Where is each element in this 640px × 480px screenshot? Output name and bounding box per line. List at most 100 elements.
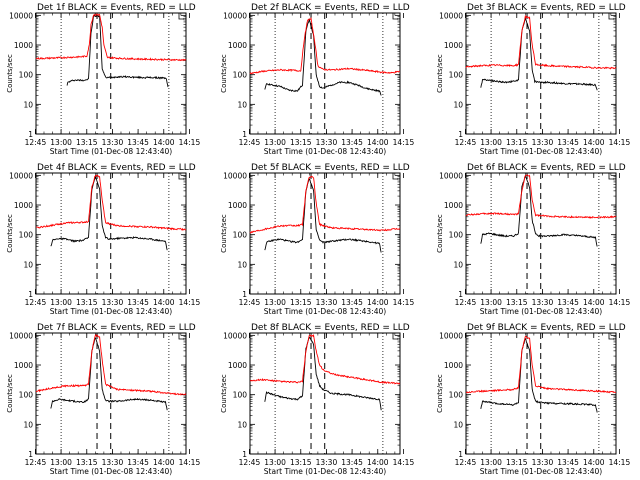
x-tick-label: 12:45 (239, 298, 261, 307)
events-series-line (50, 176, 168, 251)
x-tick-label: 13:30 (532, 298, 554, 307)
y-tick-label: 1 (458, 450, 463, 459)
y-tick-label: 10 (453, 260, 463, 269)
panel-title: Det 8f BLACK = Events, RED = LLD (251, 323, 410, 333)
y-tick-label: 10 (237, 100, 247, 109)
x-tick-label: 14:15 (179, 458, 201, 467)
x-tick-label: 13:15 (506, 138, 528, 147)
x-tick-label: 13:30 (316, 298, 338, 307)
events-series-line (66, 14, 169, 88)
x-tick-label: 13:45 (557, 138, 579, 147)
lld-series-line (249, 175, 401, 234)
y-tick-label: 1000 (228, 361, 247, 370)
x-tick-label: 13:45 (557, 458, 579, 467)
y-tick-label: 100 (449, 391, 464, 400)
detector-panel: Det 8f BLACK = Events, RED = LLD 1 10 100 10… (220, 323, 414, 476)
x-tick-label: 14:15 (179, 298, 201, 307)
x-axis-label: Start Time (01-Dec-08 12:43:40) (264, 147, 386, 156)
x-axis-label: Start Time (01-Dec-08 12:43:40) (480, 307, 602, 316)
x-tick-label: 14:15 (609, 298, 631, 307)
x-tick-label: 13:15 (76, 458, 98, 467)
x-tick-label: 13:00 (50, 298, 72, 307)
x-tick-label: 12:45 (239, 138, 261, 147)
x-tick-label: 14:00 (367, 298, 389, 307)
x-axis-label: Start Time (01-Dec-08 12:43:40) (50, 147, 172, 156)
panel-title: Det 6f BLACK = Events, RED = LLD (467, 163, 626, 173)
detector-panel: Det 1f BLACK = Events, RED = LLD 1 10 100 10… (6, 3, 200, 156)
x-tick-label: 13:15 (506, 298, 528, 307)
lld-series-line (249, 333, 401, 385)
corner-marker (178, 13, 184, 20)
y-tick-label: 10 (237, 260, 247, 269)
x-tick-label: 13:45 (557, 298, 579, 307)
x-tick-label: 14:00 (583, 138, 605, 147)
x-tick-label: 13:30 (532, 138, 554, 147)
detector-panel: Det 7f BLACK = Events, RED = LLD 1 10 100 10… (6, 323, 200, 476)
y-tick-label: 100 (19, 71, 34, 80)
lld-series-line (249, 16, 401, 75)
events-series-line (480, 17, 598, 91)
x-tick-label: 13:00 (50, 138, 72, 147)
y-axis-label: Counts/sec (220, 374, 228, 413)
y-tick-label: 1 (242, 450, 247, 459)
panel-title: Det 1f BLACK = Events, RED = LLD (37, 3, 196, 13)
y-tick-label: 1000 (14, 361, 33, 370)
y-tick-label: 10 (23, 260, 33, 269)
y-axis-label: Counts/sec (6, 214, 14, 253)
x-tick-label: 13:00 (480, 298, 502, 307)
lld-series-line (35, 13, 187, 62)
lld-series-line (465, 14, 617, 70)
x-tick-label: 13:15 (290, 458, 312, 467)
x-tick-label: 13:45 (341, 298, 363, 307)
x-tick-label: 14:00 (583, 298, 605, 307)
x-axis-label: Start Time (01-Dec-08 12:43:40) (50, 307, 172, 316)
y-tick-label: 10 (237, 420, 247, 429)
y-tick-label: 10000 (439, 331, 463, 340)
x-tick-label: 13:00 (480, 458, 502, 467)
x-tick-label: 12:45 (25, 138, 47, 147)
y-axis-label: Counts/sec (436, 54, 444, 93)
x-tick-label: 12:45 (25, 298, 47, 307)
panel-title: Det 4f BLACK = Events, RED = LLD (37, 163, 196, 173)
detector-panel: Det 3f BLACK = Events, RED = LLD 1 10 100 10… (436, 3, 630, 156)
x-tick-label: 12:45 (239, 458, 261, 467)
y-tick-label: 10 (23, 420, 33, 429)
y-tick-label: 10000 (223, 171, 247, 180)
x-tick-label: 13:45 (341, 138, 363, 147)
detector-panel: Det 9f BLACK = Events, RED = LLD 1 10 100 10… (436, 323, 630, 476)
y-tick-label: 10000 (439, 171, 463, 180)
x-tick-label: 14:15 (179, 138, 201, 147)
y-tick-label: 10000 (9, 171, 33, 180)
x-tick-label: 12:45 (455, 138, 477, 147)
x-tick-label: 13:00 (50, 458, 72, 467)
y-tick-label: 100 (233, 71, 248, 80)
lld-series-line (35, 174, 187, 231)
panel-title: Det 5f BLACK = Events, RED = LLD (251, 163, 410, 173)
y-tick-label: 1000 (14, 41, 33, 50)
y-axis-label: Counts/sec (6, 54, 14, 93)
events-series-line (264, 177, 382, 253)
y-tick-label: 10 (453, 420, 463, 429)
corner-marker (608, 173, 614, 180)
x-tick-label: 14:15 (393, 138, 415, 147)
x-tick-label: 13:30 (316, 458, 338, 467)
y-tick-label: 100 (233, 231, 248, 240)
x-tick-label: 12:45 (455, 298, 477, 307)
panel-title: Det 9f BLACK = Events, RED = LLD (467, 323, 626, 333)
x-tick-label: 14:00 (153, 298, 175, 307)
y-tick-label: 1 (28, 130, 33, 139)
corner-marker (608, 13, 614, 20)
y-tick-label: 1000 (14, 201, 33, 210)
x-tick-label: 14:00 (153, 138, 175, 147)
x-tick-label: 13:30 (102, 298, 124, 307)
x-tick-label: 13:45 (341, 458, 363, 467)
x-axis-label: Start Time (01-Dec-08 12:43:40) (50, 467, 172, 476)
x-tick-label: 13:45 (127, 138, 149, 147)
x-axis-label: Start Time (01-Dec-08 12:43:40) (480, 467, 602, 476)
y-tick-label: 10000 (223, 11, 247, 20)
events-series-line (480, 174, 598, 247)
x-tick-label: 13:15 (506, 458, 528, 467)
lld-series-line (465, 174, 617, 219)
y-tick-label: 100 (233, 391, 248, 400)
y-tick-label: 1 (28, 290, 33, 299)
